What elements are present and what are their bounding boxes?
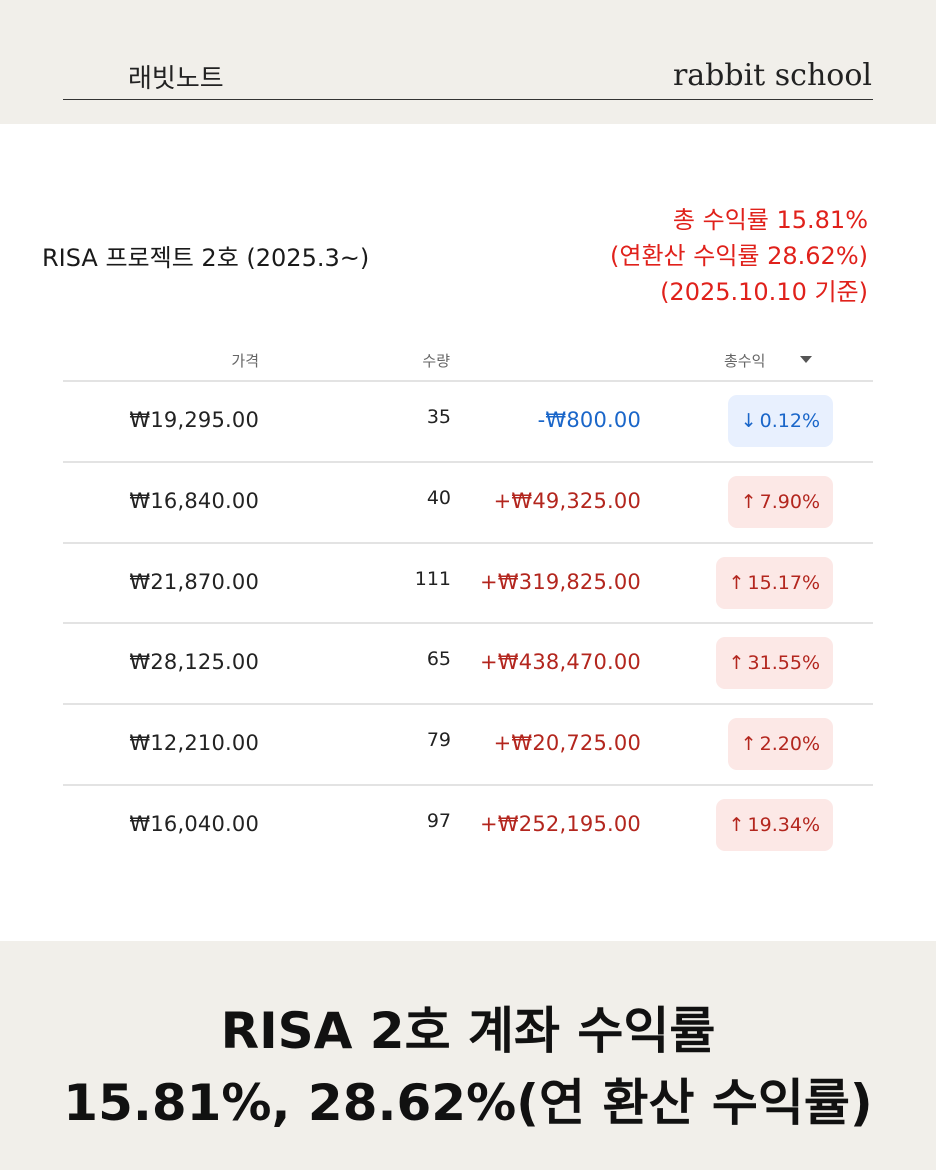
return-chip: ↑ 15.17% (715, 556, 833, 609)
gain-cell: +₩438,470.00 (480, 650, 641, 675)
qty-cell: 40 (426, 486, 451, 509)
return-chip: ↑ 31.55% (715, 637, 833, 690)
table-row[interactable]: ₩16,840.00 40 +₩49,325.00 ↑ 7.90% (0, 463, 936, 543)
column-header-qty[interactable]: 수량 (422, 352, 450, 370)
portfolio-card: RISA 프로젝트 2호 (2025.3~) 총 수익률 15.81% (연환산… (0, 124, 936, 941)
qty-cell: 65 (426, 648, 451, 671)
qty-cell: 35 (426, 406, 451, 428)
row-divider (63, 460, 873, 463)
as-of-date-text: (2025.10.10 기준) (660, 278, 868, 306)
arrow-down-icon: ↓ (740, 410, 757, 432)
price-cell: ₩16,040.00 (129, 812, 259, 836)
arrow-up-icon: ↑ (740, 733, 757, 756)
table-row[interactable]: ₩19,295.00 35 -₩800.00 ↓ 0.12% (0, 382, 936, 462)
return-percent: 15.17% (747, 571, 820, 594)
gain-cell: +₩49,325.00 (493, 488, 641, 513)
row-divider (63, 784, 873, 786)
price-cell: ₩21,870.00 (129, 569, 259, 594)
brand-korean: 래빗노트 (128, 64, 224, 94)
qty-cell: 111 (414, 567, 451, 590)
header-divider (63, 99, 873, 100)
footer-banner: RISA 2호 계좌 수익률 15.81%, 28.62%(연 환산 수익률) (0, 941, 936, 1170)
table-row[interactable]: ₩16,040.00 97 +₩252,195.00 ↑ 19.34% (0, 786, 936, 866)
qty-cell: 97 (426, 810, 451, 832)
row-divider (63, 703, 873, 706)
return-chip: ↑ 2.20% (727, 718, 833, 771)
qty-cell: 79 (426, 729, 451, 752)
footer-subheadline: 15.81%, 28.62%(연 환산 수익률) (63, 1074, 873, 1132)
arrow-up-icon: ↑ (728, 652, 745, 675)
price-cell: ₩16,840.00 (129, 488, 259, 513)
return-percent: 2.20% (759, 733, 820, 756)
column-header-total[interactable]: 총수익 (724, 352, 766, 370)
price-cell: ₩12,210.00 (129, 731, 259, 756)
price-cell: ₩28,125.00 (129, 650, 259, 675)
annualized-return-text: (연환산 수익률 28.62%) (610, 242, 868, 270)
column-header-price[interactable]: 가격 (231, 352, 259, 370)
return-chip: ↓ 0.12% (727, 395, 833, 447)
brand-english: rabbit school (672, 58, 872, 93)
return-chip: ↑ 19.34% (715, 799, 833, 851)
return-chip: ↑ 7.90% (727, 475, 833, 528)
row-divider (63, 380, 873, 382)
table-row[interactable]: ₩28,125.00 65 +₩438,470.00 ↑ 31.55% (0, 624, 936, 704)
return-percent: 0.12% (759, 410, 820, 432)
arrow-up-icon: ↑ (740, 490, 757, 513)
total-return-text: 총 수익률 15.81% (672, 206, 868, 234)
gain-cell: +₩20,725.00 (493, 731, 641, 756)
return-percent: 7.90% (759, 490, 820, 513)
header: 래빗노트 rabbit school (0, 0, 936, 124)
row-divider (63, 622, 873, 625)
price-cell: ₩19,295.00 (129, 408, 259, 432)
row-divider (63, 541, 873, 544)
gain-cell: -₩800.00 (537, 408, 641, 432)
footer-headline: RISA 2호 계좌 수익률 (220, 1002, 716, 1060)
table-row[interactable]: ₩12,210.00 79 +₩20,725.00 ↑ 2.20% (0, 705, 936, 785)
arrow-up-icon: ↑ (728, 814, 745, 836)
project-title: RISA 프로젝트 2호 (2025.3~) (42, 244, 370, 272)
gain-cell: +₩319,825.00 (480, 569, 641, 594)
return-summary: 총 수익률 15.81% (연환산 수익률 28.62%) (2025.10.1… (610, 202, 868, 310)
sort-down-icon[interactable] (800, 356, 812, 363)
gain-cell: +₩252,195.00 (480, 812, 641, 836)
arrow-up-icon: ↑ (728, 571, 745, 594)
table-row[interactable]: ₩21,870.00 111 +₩319,825.00 ↑ 15.17% (0, 544, 936, 624)
return-percent: 31.55% (747, 652, 820, 675)
return-percent: 19.34% (747, 814, 820, 836)
